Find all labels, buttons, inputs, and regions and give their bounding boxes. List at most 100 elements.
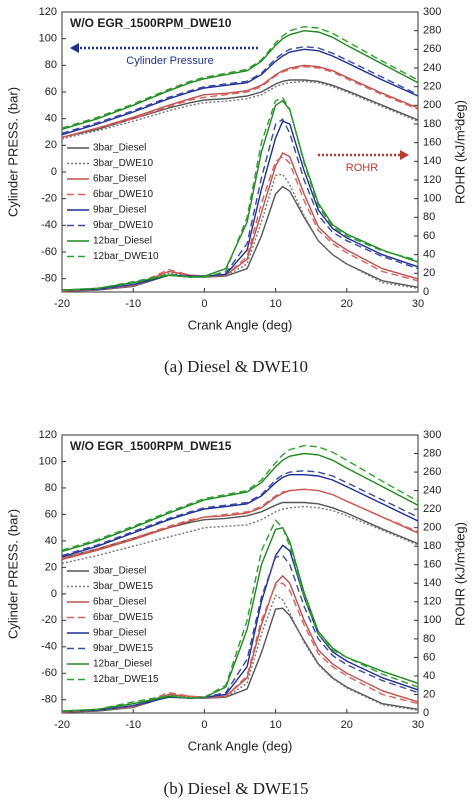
y2-tick-label: 200 bbox=[423, 99, 441, 111]
y2-tick-label: 0 bbox=[423, 286, 429, 298]
x-tick-label: 0 bbox=[201, 298, 207, 310]
y2-tick-label: 40 bbox=[423, 249, 435, 261]
y2-tick-label: 120 bbox=[423, 174, 441, 186]
pressure-line bbox=[61, 505, 419, 565]
y2-tick-label: 300 bbox=[423, 429, 441, 441]
y-tick-label: 60 bbox=[45, 86, 57, 98]
rohr-line bbox=[61, 594, 419, 713]
y-tick-label: 0 bbox=[51, 166, 57, 178]
y-axis-label: Cylinder PRESS. (bar) bbox=[5, 509, 20, 639]
legend-label: 3bar_Diesel bbox=[93, 143, 146, 154]
pressure-line bbox=[61, 452, 419, 553]
x-tick-label: -10 bbox=[125, 719, 141, 731]
y2-tick-label: 20 bbox=[423, 267, 435, 279]
y-tick-label: 100 bbox=[39, 455, 57, 467]
legend-label: 6bar_DWE15 bbox=[93, 612, 153, 623]
y-tick-label: -40 bbox=[41, 641, 57, 653]
y-tick-label: 80 bbox=[45, 482, 57, 494]
arrow-head bbox=[400, 150, 409, 160]
annotation: ROHR bbox=[346, 162, 378, 174]
legend-label: 12bar_DWE10 bbox=[93, 251, 159, 262]
y-tick-label: 40 bbox=[45, 535, 57, 547]
legend-label: 12bar_DWE15 bbox=[93, 674, 159, 685]
y-tick-label: -80 bbox=[41, 273, 57, 285]
pressure-line bbox=[61, 474, 419, 558]
x-tick-label: 20 bbox=[341, 719, 353, 731]
x-tick-label: 30 bbox=[412, 298, 424, 310]
arrow-head bbox=[70, 43, 79, 53]
rohr-line bbox=[61, 97, 419, 291]
legend-label: 3bar_Diesel bbox=[93, 566, 146, 577]
y2-tick-label: 140 bbox=[423, 577, 441, 589]
y2-tick-label: 80 bbox=[423, 211, 435, 223]
x-tick-label: -10 bbox=[125, 298, 141, 310]
y2-tick-label: 140 bbox=[423, 155, 441, 167]
caption: (a) Diesel & DWE10 bbox=[164, 357, 308, 376]
y2-tick-label: 60 bbox=[423, 651, 435, 663]
y2-tick-label: 120 bbox=[423, 596, 441, 608]
x-tick-label: -20 bbox=[54, 298, 70, 310]
y2-tick-label: 160 bbox=[423, 559, 441, 571]
pressure-line bbox=[61, 488, 419, 559]
y-tick-label: 20 bbox=[45, 139, 57, 151]
y2-tick-label: 220 bbox=[423, 503, 441, 515]
y-tick-label: -60 bbox=[41, 667, 57, 679]
x-axis-label: Crank Angle (deg) bbox=[188, 317, 293, 332]
y-tick-label: 80 bbox=[45, 59, 57, 71]
y2-tick-label: 20 bbox=[423, 688, 435, 700]
rohr-line bbox=[61, 155, 419, 292]
pressure-line bbox=[61, 80, 419, 140]
legend-label: 9bar_DWE15 bbox=[93, 643, 153, 654]
y2-tick-label: 60 bbox=[423, 230, 435, 242]
y-tick-label: 120 bbox=[39, 429, 57, 441]
rohr-line bbox=[61, 99, 419, 291]
y2-tick-label: 220 bbox=[423, 81, 441, 93]
legend-label: 9bar_Diesel bbox=[93, 205, 146, 216]
y2-tick-label: 80 bbox=[423, 633, 435, 645]
legend-label: 12bar_Diesel bbox=[93, 659, 152, 670]
y2-tick-label: 280 bbox=[423, 25, 441, 37]
y2-tick-label: 180 bbox=[423, 118, 441, 130]
legend-label: 6bar_Diesel bbox=[93, 597, 146, 608]
y2-tick-label: 300 bbox=[423, 6, 441, 18]
y2-tick-label: 0 bbox=[423, 707, 429, 719]
rohr-line bbox=[61, 519, 419, 712]
x-tick-label: 30 bbox=[412, 719, 424, 731]
chart-title: W/O EGR_1500RPM_DWE10 bbox=[70, 16, 232, 30]
pressure-line bbox=[61, 444, 419, 551]
legend-label: 3bar_DWE15 bbox=[93, 581, 153, 592]
legend-label: 3bar_DWE10 bbox=[93, 158, 153, 169]
y-tick-label: 120 bbox=[39, 6, 57, 18]
y2-tick-label: 200 bbox=[423, 522, 441, 534]
y-tick-label: 20 bbox=[45, 561, 57, 573]
y-tick-label: -20 bbox=[41, 614, 57, 626]
legend-label: 12bar_Diesel bbox=[93, 236, 152, 247]
y2-tick-label: 100 bbox=[423, 193, 441, 205]
pressure-line bbox=[61, 79, 419, 138]
annotation: Cylinder Pressure bbox=[126, 55, 213, 67]
y2-tick-label: 160 bbox=[423, 137, 441, 149]
legend-label: 9bar_DWE10 bbox=[93, 220, 153, 231]
pressure-line bbox=[61, 469, 419, 557]
y2-tick-label: 240 bbox=[423, 62, 441, 74]
y-tick-label: -80 bbox=[41, 694, 57, 706]
plot-frame bbox=[61, 434, 419, 714]
pressure-line bbox=[61, 65, 419, 138]
pressure-line bbox=[61, 29, 419, 130]
pressure-line bbox=[61, 488, 419, 561]
y-tick-label: -60 bbox=[41, 246, 57, 258]
x-tick-label: 10 bbox=[269, 298, 281, 310]
x-tick-label: -20 bbox=[54, 719, 70, 731]
rohr-line bbox=[61, 582, 419, 713]
y2-tick-label: 100 bbox=[423, 614, 441, 626]
y-tick-label: 100 bbox=[39, 33, 57, 45]
y-tick-label: 60 bbox=[45, 508, 57, 520]
pressure-line bbox=[61, 48, 419, 136]
y-tick-label: -40 bbox=[41, 219, 57, 231]
rohr-line bbox=[61, 151, 419, 292]
y-tick-label: -20 bbox=[41, 193, 57, 205]
x-tick-label: 10 bbox=[269, 719, 281, 731]
rohr-line bbox=[61, 526, 419, 712]
y2-tick-label: 40 bbox=[423, 670, 435, 682]
